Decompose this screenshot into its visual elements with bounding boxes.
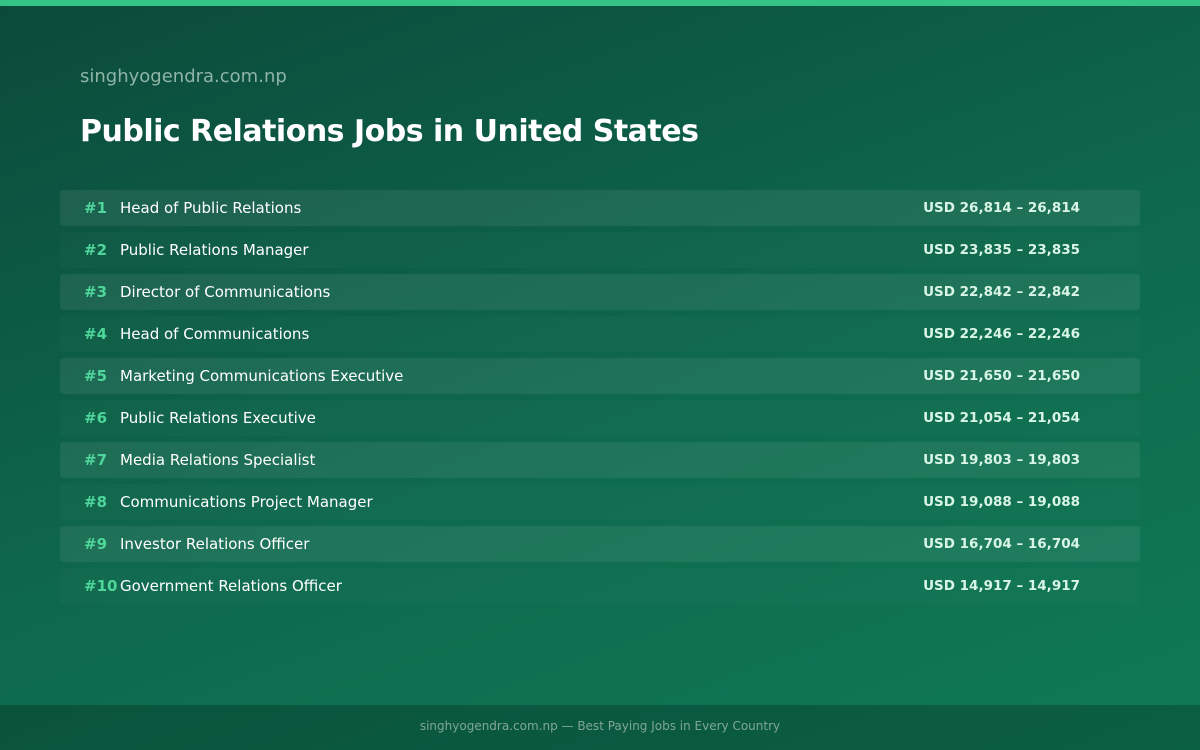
rank: #5	[84, 367, 108, 385]
salary-range: USD 21,650 – 21,650	[923, 368, 1080, 384]
page-title: Public Relations Jobs in United States	[80, 114, 699, 149]
salary-range: USD 14,917 – 14,917	[923, 578, 1080, 594]
rank: #2	[84, 241, 108, 259]
job-title: Head of Communications	[120, 325, 310, 343]
footer-text: singhyogendra.com.np — Best Paying Jobs …	[419, 719, 781, 733]
rank: #4	[84, 325, 108, 343]
salary-range: USD 23,835 – 23,835	[923, 242, 1080, 258]
job-row: #8 Communications Project Manager USD 19,0…	[60, 484, 1140, 520]
rank: #10	[84, 577, 118, 595]
job-row: #2 Public Relations Manager USD 23,835 – 2…	[60, 232, 1140, 268]
salary-range: USD 19,088 – 19,088	[923, 494, 1080, 510]
salary-range: USD 22,246 – 22,246	[923, 326, 1080, 342]
rank: #3	[84, 283, 108, 301]
job-row: #10 Government Relations Officer USD 14,91…	[60, 568, 1140, 604]
job-title: Director of Communications	[120, 283, 331, 301]
rank: #9	[84, 535, 108, 553]
job-title: Public Relations Executive	[120, 409, 316, 427]
job-title: Government Relations Officer	[120, 577, 342, 595]
job-title: Communications Project Manager	[120, 493, 373, 511]
job-list: #1 Head of Public Relations USD 26,814 – 2…	[60, 190, 1140, 610]
job-title: Head of Public Relations	[120, 199, 302, 217]
job-row: #5 Marketing Communications Executive USD …	[60, 358, 1140, 394]
job-title: Public Relations Manager	[120, 241, 309, 259]
top-bar	[0, 0, 1200, 6]
job-row: #7 Media Relations Specialist USD 19,803 –…	[60, 442, 1140, 478]
salary-range: USD 22,842 – 22,842	[923, 284, 1080, 300]
job-row: #6 Public Relations Executive USD 21,054 –…	[60, 400, 1140, 436]
rank: #1	[84, 199, 108, 217]
job-row: #3 Director of Communications USD 22,842 –…	[60, 274, 1140, 310]
job-row: #1 Head of Public Relations USD 26,814 – 2…	[60, 190, 1140, 226]
footer: singhyogendra.com.np — Best Paying Jobs …	[0, 705, 1200, 750]
rank: #7	[84, 451, 108, 469]
salary-range: USD 21,054 – 21,054	[923, 410, 1080, 426]
rank: #6	[84, 409, 108, 427]
job-title: Media Relations Specialist	[120, 451, 316, 469]
job-title: Investor Relations Officer	[120, 535, 310, 553]
job-title: Marketing Communications Executive	[120, 367, 404, 385]
job-row: #9 Investor Relations Officer USD 16,704 –…	[60, 526, 1140, 562]
salary-range: USD 26,814 – 26,814	[923, 200, 1080, 216]
salary-range: USD 19,803 – 19,803	[923, 452, 1080, 468]
salary-range: USD 16,704 – 16,704	[923, 536, 1080, 552]
job-row: #4 Head of Communications USD 22,246 – 22,…	[60, 316, 1140, 352]
site-name: singhyogendra.com.np	[80, 66, 287, 87]
rank: #8	[84, 493, 108, 511]
